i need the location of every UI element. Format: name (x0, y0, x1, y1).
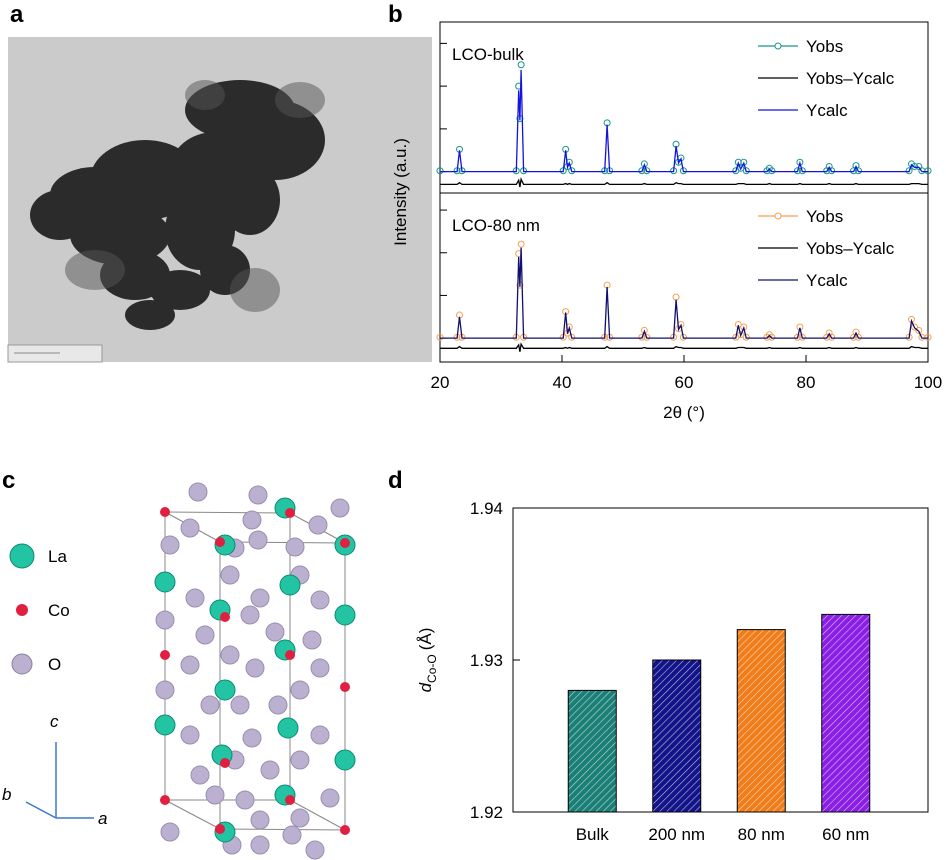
x-tick-label: Bulk (576, 825, 610, 844)
legend-label: Yobs (806, 37, 843, 56)
obs-point (854, 167, 862, 175)
series-line (440, 247, 928, 339)
obs-point (679, 167, 687, 175)
bar (736, 629, 786, 813)
y-tick-label: 1.92 (470, 803, 503, 822)
obs-point (737, 164, 745, 172)
x-tick-label: 80 (797, 373, 816, 392)
obs-point (924, 333, 932, 341)
obs-point (436, 333, 444, 341)
tem-image (7, 37, 432, 363)
y-axis-label: dCo-O (Å) (416, 628, 439, 693)
obs-point (793, 333, 801, 341)
panel-label: b (388, 1, 403, 28)
legend-label: La (48, 547, 67, 566)
panel-label: d (388, 467, 403, 494)
axis-label: a (98, 809, 107, 828)
subplot-label: LCO-bulk (452, 45, 524, 64)
series-line (440, 177, 928, 188)
obs-point (638, 333, 646, 341)
x-tick-label: 100 (914, 373, 942, 392)
y-label-symbol: d (416, 682, 435, 692)
x-tick-label: 20 (431, 373, 450, 392)
obs-point (640, 160, 648, 168)
obs-point (517, 61, 525, 69)
legend-label: O (48, 655, 61, 674)
obs-point (568, 333, 576, 341)
obs-point (640, 326, 648, 334)
series-line (440, 342, 928, 352)
obs-point (768, 333, 776, 341)
obs-point (828, 167, 836, 175)
legend-label: Ycalc (806, 101, 848, 120)
x-axis-label: 2θ (°) (663, 403, 705, 422)
obs-point (924, 167, 932, 175)
obs-point (798, 333, 806, 341)
obs-point (742, 333, 750, 341)
bar (821, 613, 871, 813)
obs-point (915, 162, 923, 170)
x-tick-label: 60 (675, 373, 694, 392)
legend-label: Yobs–Ycalc (806, 239, 895, 258)
legend-marker (774, 42, 782, 50)
y-label-unit: (Å) (416, 628, 435, 651)
legend-label: Yobs (806, 207, 843, 226)
x-tick-label: 40 (553, 373, 572, 392)
obs-point (436, 167, 444, 175)
bar (567, 689, 617, 813)
y-tick-label: 1.93 (470, 651, 503, 670)
subplot-label: LCO-80 nm (452, 216, 540, 235)
obs-point (915, 326, 923, 334)
legend-marker (774, 212, 782, 220)
axis-label: b (2, 785, 11, 804)
legend-label: Co (48, 601, 70, 620)
obs-point (679, 333, 687, 341)
obs-point (517, 240, 525, 248)
axis-label: c (50, 712, 59, 731)
x-tick-label: 80 nm (738, 825, 785, 844)
y-tick-label: 1.94 (470, 499, 503, 518)
obs-point (568, 167, 576, 175)
x-tick-label: 60 nm (822, 825, 869, 844)
legend-label: Yobs–Ycalc (806, 69, 895, 88)
panel-label: a (10, 1, 24, 28)
obs-point (643, 167, 651, 175)
obs-point (672, 293, 680, 301)
y-axis-label: Intensity (a.u.) (391, 138, 410, 246)
obs-point (828, 333, 836, 341)
crystal-structure (154, 482, 356, 860)
crystal-legend: La Co O c b a (2, 543, 107, 828)
obs-point (854, 333, 862, 341)
obs-point (742, 167, 750, 175)
obs-point (911, 323, 919, 331)
obs-point (643, 333, 651, 341)
obs-point (798, 167, 806, 175)
obs-point (793, 167, 801, 175)
legend-label: Ycalc (806, 271, 848, 290)
obs-point (638, 167, 646, 175)
obs-point (768, 167, 776, 175)
obs-point (905, 167, 913, 175)
series-line (440, 69, 928, 173)
y-label-subscript: Co-O (425, 654, 439, 683)
obs-point (737, 331, 745, 339)
x-tick-label: 200 nm (648, 825, 705, 844)
bar (652, 659, 702, 813)
panel-label: c (2, 467, 15, 494)
